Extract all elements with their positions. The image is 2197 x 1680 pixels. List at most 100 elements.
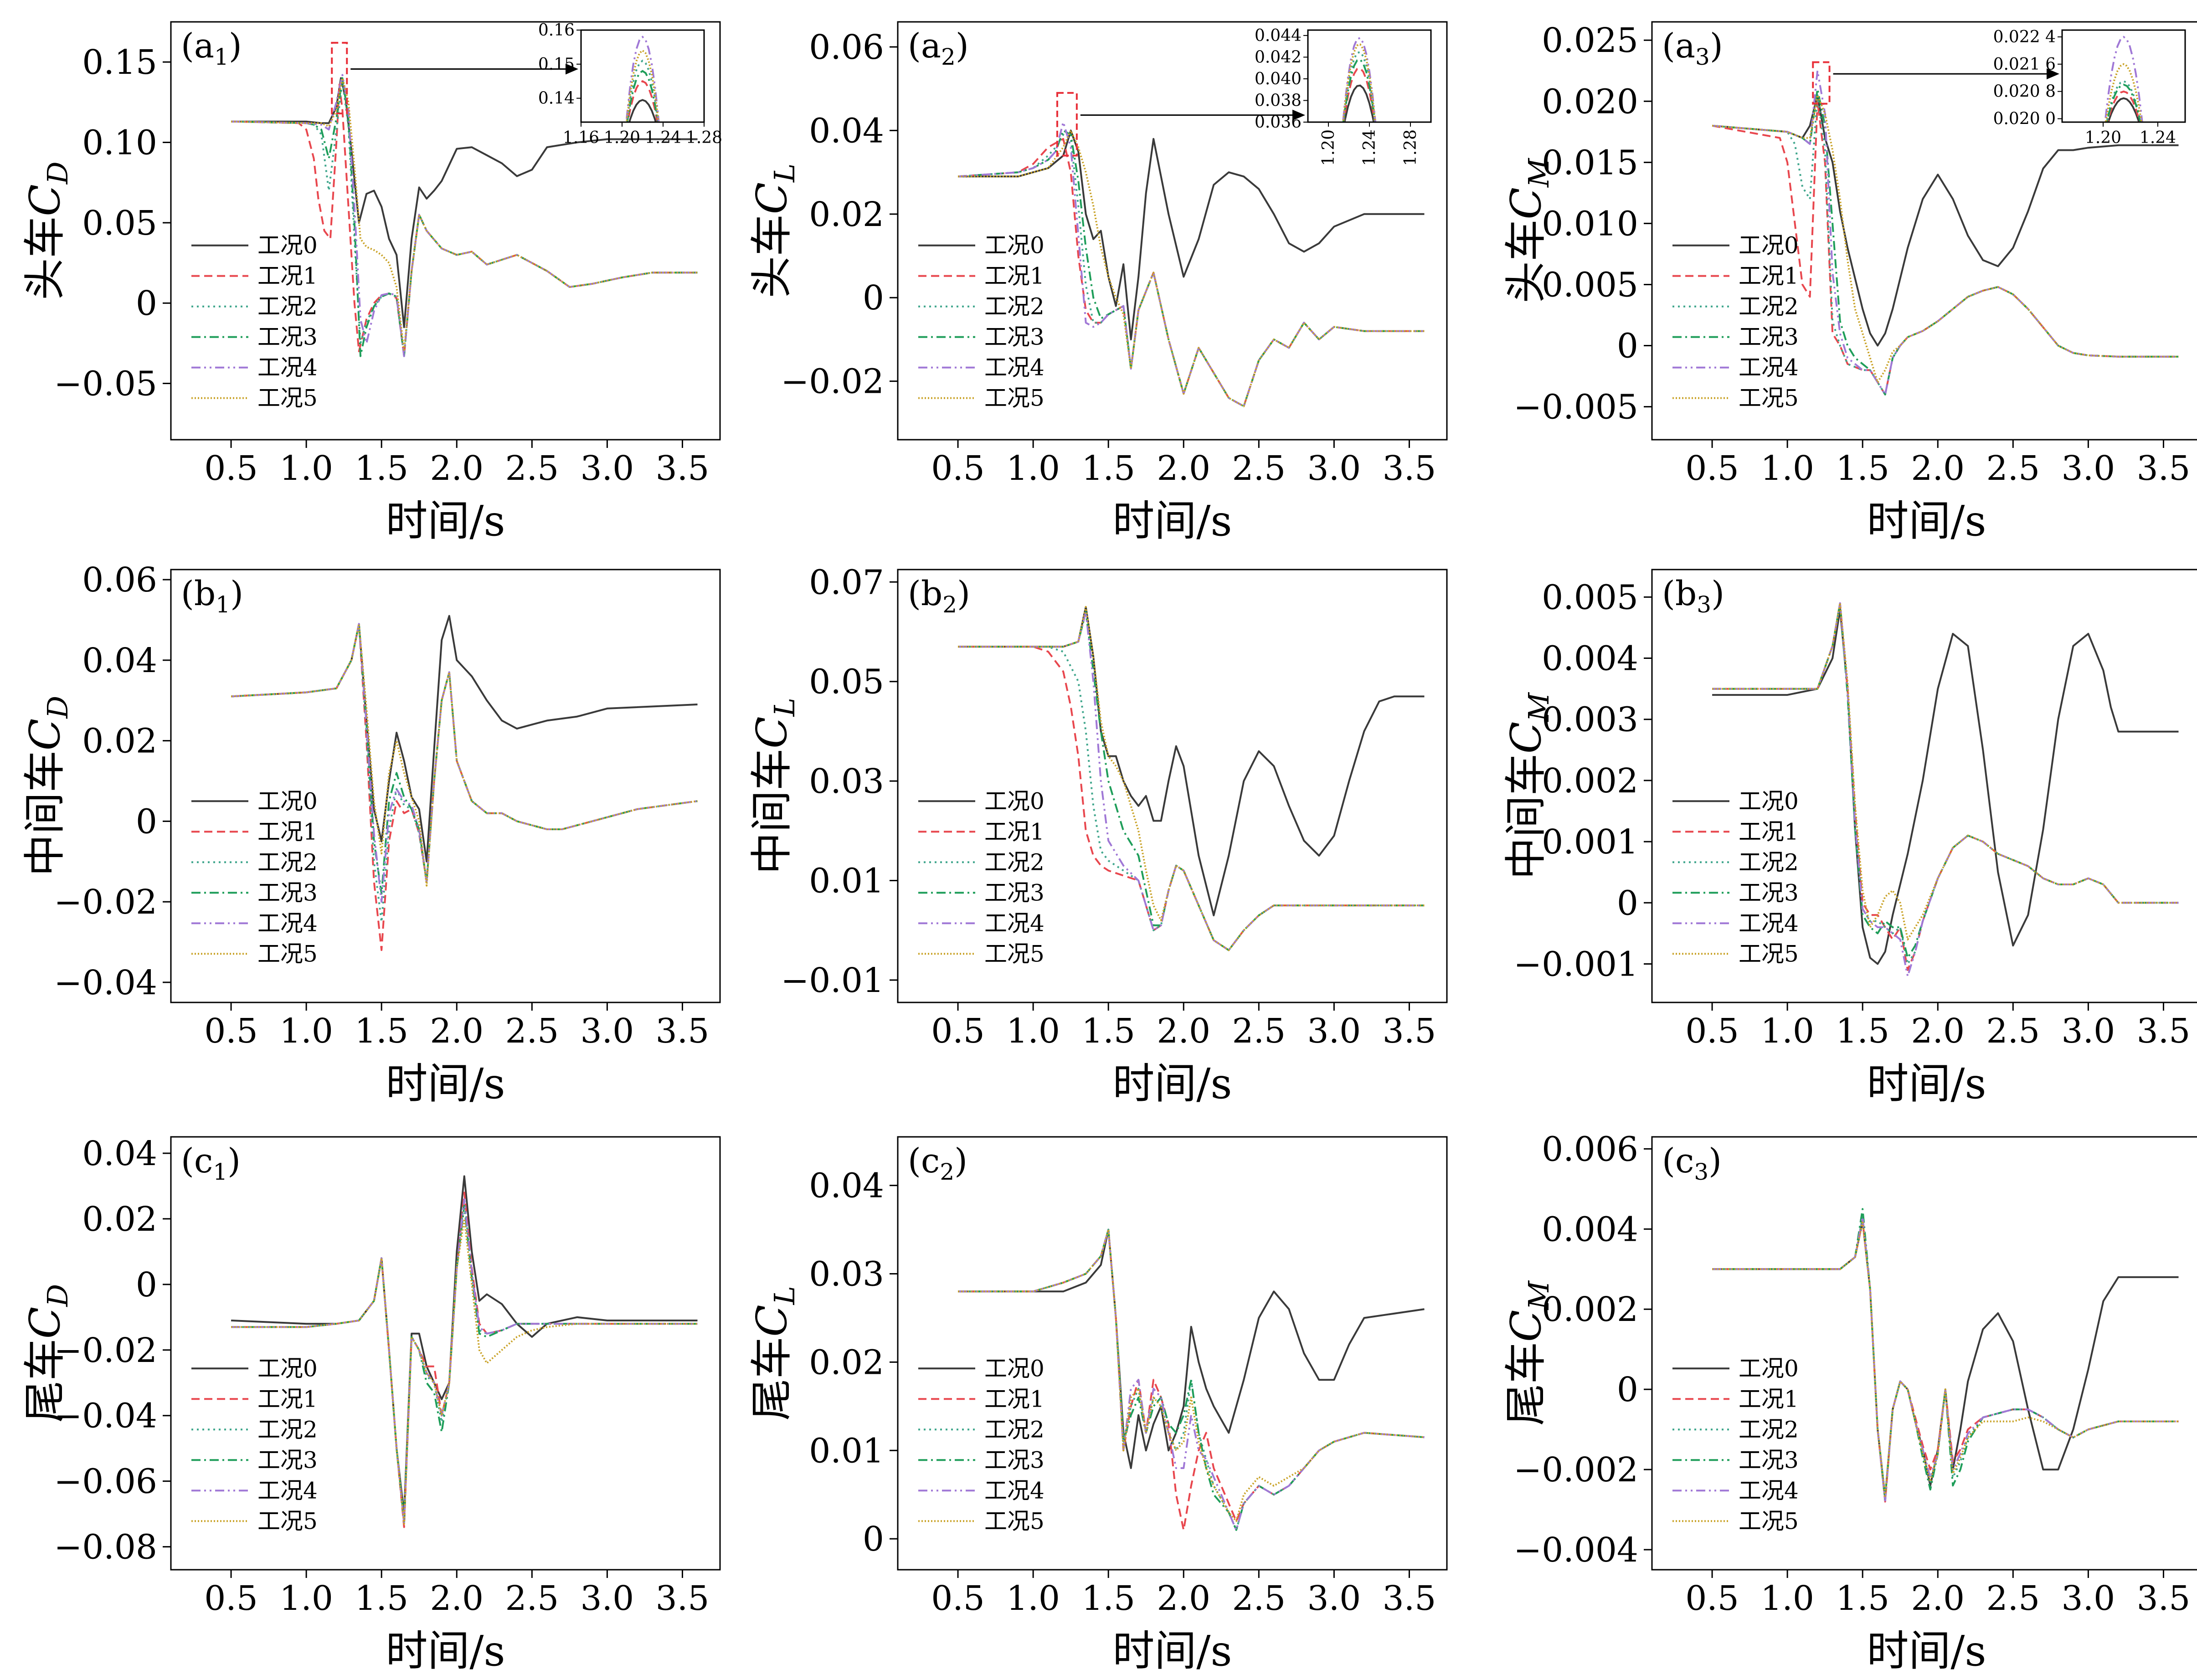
y-tick-label: −0.004	[1513, 1531, 1638, 1570]
x-tick-label: 3.5	[2137, 449, 2191, 488]
x-tick-label: 1.0	[279, 449, 333, 488]
series-line-5	[1712, 94, 2179, 383]
y-tick-label: −0.06	[54, 1462, 157, 1501]
legend-label-3: 工况3	[984, 879, 1044, 906]
y-axis-label: 中间车CM	[1502, 692, 1555, 879]
highlight-box	[331, 41, 348, 115]
panel-label-main: (c	[181, 1141, 213, 1181]
panel-label-main: (b	[908, 574, 942, 613]
panel-label-sub: 2	[940, 1159, 954, 1185]
legend-label-1: 工况1	[984, 263, 1044, 289]
legend: 工况0 工况1 工况2 工况3 工况4 工况5	[918, 232, 1044, 411]
series-group	[1712, 70, 2179, 396]
y-tick-label: 0.006	[1542, 1130, 1638, 1169]
legend-label-5: 工况5	[257, 385, 318, 411]
inset-x-label: 1.24	[645, 128, 681, 147]
panel-b2: 0.5 1.0 1.5 2.0 2.5 3.0 3.5 −0.01 0.01 0.03 0.05 0.…	[747, 563, 1448, 1108]
inset-line-0	[1343, 84, 1375, 122]
legend-label-2: 工况2	[984, 1416, 1044, 1443]
series-line-0	[1712, 94, 2179, 347]
y-tick-label: 0.004	[1542, 1210, 1638, 1249]
series-group	[958, 1228, 1425, 1531]
y-axis-label-sub: L	[768, 698, 801, 717]
y-tick-label: 0.03	[809, 762, 884, 801]
legend: 工况0 工况1 工况2 工况3 工况4 工况5	[191, 232, 318, 411]
inset-series	[1342, 37, 1377, 122]
x-tick-label: 1.5	[1836, 1012, 1889, 1051]
y-tick-label: 0	[1617, 884, 1638, 923]
legend-label-1: 工况1	[1739, 818, 1799, 845]
x-tick-label: 3.0	[1307, 1579, 1361, 1618]
legend-label-5: 工况5	[984, 385, 1044, 411]
legend-label-2: 工况2	[984, 849, 1044, 875]
inset-background	[581, 30, 704, 122]
inset-y-label: 0.14	[538, 89, 575, 108]
inset-line-5	[1342, 43, 1376, 122]
x-tick-label: 3.0	[2062, 1012, 2115, 1051]
y-tick-label: 0.04	[809, 1166, 884, 1206]
x-tick-label: 2.5	[1986, 449, 2040, 488]
series-line-5	[1712, 1220, 2179, 1499]
y-axis-label-var: C	[21, 184, 69, 216]
y-tick-label: 0.05	[82, 204, 157, 243]
plot-frame	[897, 569, 1448, 1003]
y-tick-label: −0.005	[1513, 388, 1638, 427]
y-axis-label-sub: M	[1522, 692, 1555, 722]
x-tick-label: 3.5	[1383, 1579, 1436, 1618]
panel-a2: 0.5 1.0 1.5 2.0 2.5 3.0 3.5 −0.02 0 0.02 0.04 0.06 时…	[747, 21, 1448, 545]
series-line-0	[231, 77, 698, 329]
legend-label-3: 工况3	[257, 1447, 318, 1473]
x-tick-label: 0.5	[1685, 1012, 1739, 1051]
x-axis-label: 时间/s	[1867, 1059, 1986, 1108]
y-axis-label-var: C	[1502, 1310, 1550, 1342]
inset-line-1	[1343, 67, 1376, 122]
plot-frame	[170, 21, 721, 441]
legend: 工况0 工况1 工况2 工况3 工况4 工况5	[191, 1355, 318, 1534]
inset-y-label: 0.020 0	[1993, 110, 2056, 128]
legend: 工况0 工况1 工况2 工况3 工况4 工况5	[191, 788, 318, 967]
y-tick-label: 0.06	[82, 560, 157, 600]
inset-line-3	[626, 70, 659, 122]
inset-y-label: 0.040	[1255, 70, 1302, 88]
y-axis-label: 尾车CL	[747, 1286, 801, 1421]
y-tick-label: 0.001	[1542, 822, 1638, 862]
y-axis-label-var: C	[1502, 722, 1550, 754]
y-axis-label-var: C	[21, 719, 69, 750]
panel-label: (b1)	[181, 574, 243, 618]
x-tick-label: 2.5	[505, 1012, 559, 1051]
x-tick-label: 3.5	[656, 1579, 710, 1618]
series-line-5	[958, 606, 1425, 951]
y-axis-label: 中间车CD	[21, 696, 74, 876]
legend: 工况0 工况1 工况2 工况3 工况4 工况5	[918, 1355, 1044, 1534]
y-tick-label: 0	[863, 1520, 884, 1559]
y-axis-label-sub: D	[41, 696, 74, 719]
y-tick-label: 0.03	[809, 1255, 884, 1294]
panel-label: (b2)	[908, 574, 970, 618]
y-tick-label: 0.05	[809, 663, 884, 702]
legend-label-0: 工况0	[1739, 232, 1799, 259]
legend-label-4: 工况4	[984, 1477, 1044, 1504]
inset-y-label: 0.022 4	[1993, 28, 2056, 46]
legend-label-5: 工况5	[1739, 385, 1799, 411]
x-tick-label: 2.0	[430, 1012, 484, 1051]
y-tick-label: 0.01	[809, 861, 884, 900]
y-axis-label-prefix: 头车	[1502, 219, 1550, 303]
legend-label-0: 工况0	[984, 232, 1044, 259]
panel-b3: 0.5 1.0 1.5 2.0 2.5 3.0 3.5 −0.001 0 0.001 0.002 0.…	[1502, 569, 2197, 1108]
panel-label: (a3)	[1662, 26, 1723, 70]
plot-frame	[1651, 1136, 2197, 1571]
legend-label-3: 工况3	[257, 324, 318, 350]
x-tick-label: 3.5	[656, 1012, 710, 1051]
panel-label-close: )	[1711, 574, 1724, 613]
arrow-head	[566, 63, 578, 75]
y-axis-label-prefix: 尾车	[1502, 1342, 1550, 1426]
series-line-4	[231, 1198, 698, 1525]
inset-line-3	[1343, 58, 1376, 122]
y-tick-label: −0.002	[1513, 1450, 1638, 1490]
x-tick-label: 0.5	[204, 1012, 258, 1051]
y-tick-label: 0	[863, 278, 884, 318]
legend-label-1: 工况1	[257, 263, 318, 289]
panel-label-close: )	[1708, 1141, 1722, 1181]
highlight-box	[1812, 61, 1831, 105]
